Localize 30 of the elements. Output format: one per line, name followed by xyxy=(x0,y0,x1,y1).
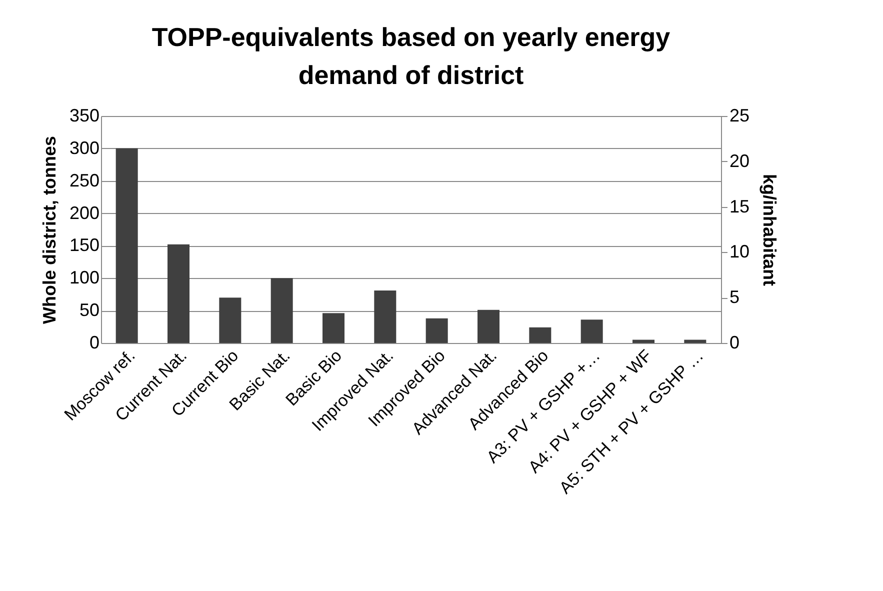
bar xyxy=(322,313,344,343)
y2-tick-label: 10 xyxy=(730,242,750,262)
y-tick-label: 350 xyxy=(69,106,100,126)
y-tick-label: 50 xyxy=(79,300,100,320)
bar xyxy=(684,340,706,343)
bar xyxy=(580,320,603,343)
text: demand of district xyxy=(298,60,524,90)
y2-tick-label: 5 xyxy=(730,287,740,308)
y2-tick-label: 20 xyxy=(730,150,750,171)
y-tick-label: 150 xyxy=(69,235,100,256)
y2-axis-title: kg/inhabitant xyxy=(760,174,780,286)
y-tick-label: 250 xyxy=(69,170,100,190)
bar xyxy=(529,327,552,343)
bar xyxy=(374,290,396,343)
y-tick-label: 200 xyxy=(69,202,100,223)
y-tick-label: 100 xyxy=(69,268,100,288)
y2-tick-label: 0 xyxy=(730,332,740,352)
text: TOPP-equivalents based on yearly energy xyxy=(152,22,670,52)
bar xyxy=(426,318,448,343)
y2-tick-label: 15 xyxy=(730,196,750,216)
bar xyxy=(478,310,500,343)
y-axis-title: Whole district, tonnes xyxy=(39,136,60,324)
bar xyxy=(219,298,242,343)
bar xyxy=(116,148,138,343)
y2-tick-label: 25 xyxy=(730,106,750,126)
bar xyxy=(270,278,293,343)
bar xyxy=(632,340,654,343)
bar xyxy=(168,244,190,343)
y-tick-label: 300 xyxy=(69,138,100,158)
y-tick-label: 0 xyxy=(89,332,100,352)
